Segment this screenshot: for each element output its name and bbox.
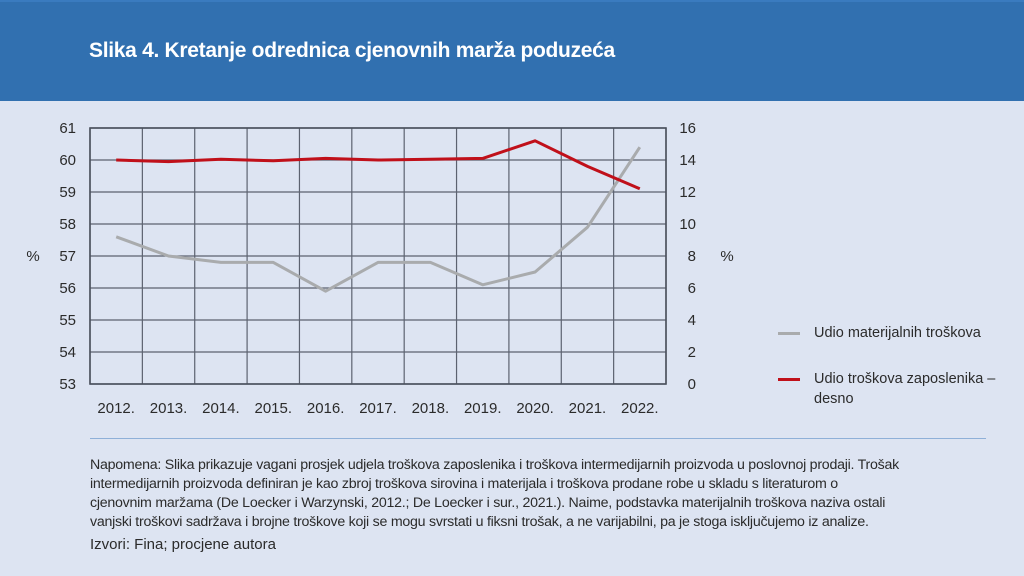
y-left-axis-label: % (26, 248, 39, 265)
legend: Udio materijalnih troškova Udio troškova… (778, 323, 1018, 435)
legend-item-employee-costs: Udio troškova zaposlenika – desno (778, 369, 1004, 409)
footnote-line: intermedijarnih proizvoda definiran je k… (90, 476, 838, 492)
x-tick: 2017. (359, 400, 397, 417)
series-line-material-costs (115, 146, 642, 293)
x-tick: 2022. (621, 400, 659, 417)
x-tick: 2020. (516, 400, 554, 417)
y-right-tick: 2 (688, 344, 696, 361)
legend-swatch-red (778, 378, 800, 381)
y-right-tick: 14 (679, 152, 696, 169)
legend-swatch-gray (778, 332, 800, 335)
y-right-tick: 8 (688, 248, 696, 265)
y-right-axis-label: % (720, 248, 733, 265)
x-tick: 2013. (150, 400, 188, 417)
footnote: Napomena: Slika prikazuje vagani prosjek… (90, 456, 1010, 532)
x-tick: 2021. (569, 400, 607, 417)
footnote-line: vanjski troškovi sadržava i brojne trošk… (90, 514, 869, 530)
x-tick: 2012. (97, 400, 135, 417)
series-line-employee-costs (116, 139, 641, 191)
x-tick: 2019. (464, 400, 502, 417)
x-tick: 2018. (412, 400, 450, 417)
y-right-tick: 4 (688, 312, 696, 329)
x-tick: 2015. (254, 400, 292, 417)
y-left-tick: 58 (59, 216, 76, 233)
y-right-tick: 16 (679, 120, 696, 137)
y-right-tick: 12 (679, 184, 696, 201)
y-right-tick: 6 (688, 280, 696, 297)
separator-line (90, 438, 986, 439)
legend-item-material-costs: Udio materijalnih troškova (778, 323, 1018, 343)
y-left-tick: 61 (59, 120, 76, 137)
x-tick: 2014. (202, 400, 240, 417)
x-tick: 2016. (307, 400, 345, 417)
legend-label: Udio materijalnih troškova (814, 325, 981, 341)
y-right-tick: 0 (688, 376, 696, 393)
y-left-tick: 57 (59, 248, 76, 265)
y-left-tick: 55 (59, 312, 76, 329)
chart-area: 53 0 54 2 55 4 56 6 57 8 58 10 59 12 60 14 61 16 2012. 2013… (0, 101, 1024, 441)
y-left-tick: 60 (59, 152, 76, 169)
y-left-tick: 53 (59, 376, 76, 393)
y-left-tick: 54 (59, 344, 76, 361)
y-left-tick: 56 (59, 280, 76, 297)
y-right-tick: 10 (679, 216, 696, 233)
footnote-line: cjenovnim maržama (De Loecker i Warzynsk… (90, 495, 886, 511)
y-left-tick: 59 (59, 184, 76, 201)
footnote-line: Napomena: Slika prikazuje vagani prosjek… (90, 457, 899, 473)
chart-title: Slika 4. Kretanje odrednica cjenovnih ma… (89, 39, 615, 62)
legend-label: Udio troškova zaposlenika – desno (814, 371, 996, 407)
title-banner: Slika 4. Kretanje odrednica cjenovnih ma… (0, 0, 1024, 101)
sources: Izvori: Fina; procjene autora (90, 536, 276, 553)
line-chart: 53 0 54 2 55 4 56 6 57 8 58 10 59 12 60 14 61 16 2012. 2013… (26, 120, 733, 417)
plot-frame (89, 127, 667, 385)
